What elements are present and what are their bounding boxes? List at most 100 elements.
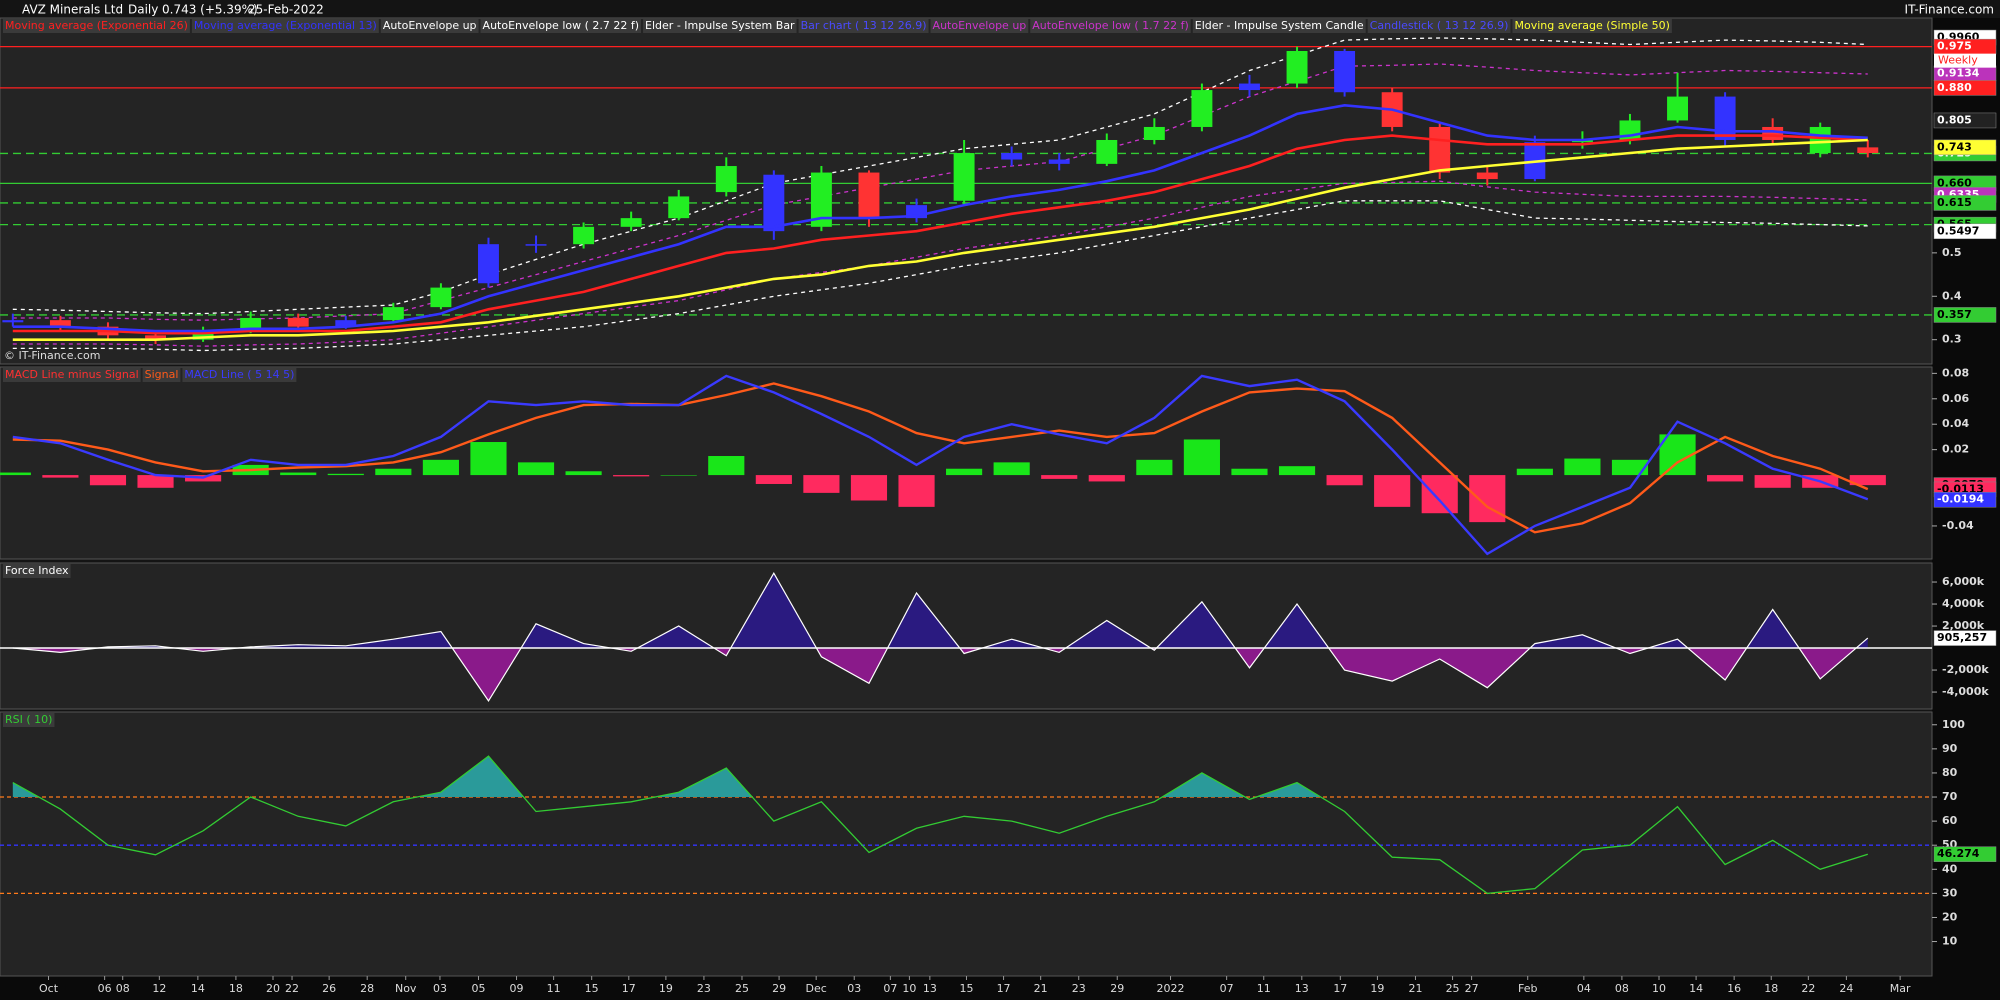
x-tick-label: 13 (923, 982, 937, 995)
price-marker-label: 0.975 (1937, 40, 1972, 53)
y-tick-label: 0.04 (1942, 417, 1969, 430)
price-marker-label: 0.805 (1937, 113, 1972, 126)
candle (715, 157, 737, 197)
candle-body (335, 320, 357, 327)
candle (1667, 72, 1689, 123)
plot-area (0, 571, 1932, 703)
legend-box (1367, 19, 1511, 33)
x-tick-label: 10 (902, 982, 916, 995)
legend-label: Elder - Impulse System Bar (645, 19, 795, 32)
legend-box (1192, 19, 1366, 33)
candle (668, 189, 690, 221)
histogram-bar (1231, 468, 1268, 476)
x-tick-label: 24 (1839, 982, 1853, 995)
plot-area (0, 755, 1932, 895)
x-tick-label: 19 (659, 982, 673, 995)
candle-body (525, 244, 547, 246)
candle-body (810, 172, 832, 227)
legend-label: AutoEnvelope up (383, 19, 477, 32)
y-tick-label: 70 (1942, 790, 1958, 803)
x-tick-label: 29 (1110, 982, 1124, 995)
histogram-bar (1088, 475, 1125, 482)
legend-label: AutoEnvelope up (933, 19, 1027, 32)
price-marker (1933, 846, 1997, 862)
candle (478, 237, 499, 288)
histogram-bar (660, 475, 697, 476)
x-tick-label: 19 (1370, 982, 1384, 995)
candle-body (858, 172, 880, 219)
legend-box (1512, 19, 1672, 33)
x-tick-label: 22 (1801, 982, 1815, 995)
candle-body (1429, 126, 1451, 173)
price-marker (1933, 630, 1997, 646)
y-tick-label: 0.02 (1942, 443, 1969, 456)
legend-box (930, 19, 1029, 33)
candle-body (1762, 126, 1784, 140)
x-tick-label: Oct (39, 982, 59, 995)
x-tick-label: 12 (152, 982, 166, 995)
candle (953, 139, 975, 206)
candle (1714, 92, 1736, 147)
y-tick-label: 0.06 (1942, 392, 1969, 405)
x-tick-label: 03 (847, 982, 861, 995)
x-tick-label: 09 (510, 982, 524, 995)
x-tick-label: 16 (1727, 982, 1741, 995)
histogram-bar (137, 475, 174, 488)
histogram-bar (1516, 468, 1553, 476)
envelope-line (12, 63, 1868, 321)
histogram-bar (898, 475, 935, 507)
histogram-bar (1611, 459, 1649, 476)
candle-body (1334, 50, 1356, 93)
panel-background (0, 562, 1933, 710)
legend-box (1030, 19, 1191, 33)
x-tick-label: 15 (959, 982, 973, 995)
plot-area (0, 37, 1932, 352)
quote: 0.743 (+5.39%) (162, 3, 258, 17)
x-tick-label: Mar (1890, 982, 1911, 995)
histogram-bar (1754, 475, 1791, 488)
x-tick-label: 2022 (1157, 982, 1185, 995)
x-tick-label: 14 (191, 982, 205, 995)
candle (525, 235, 547, 253)
x-tick-label: 23 (1072, 982, 1086, 995)
histogram-bar (755, 475, 792, 484)
histogram-bar (1326, 475, 1363, 486)
price-marker-label: 0.357 (1937, 308, 1972, 321)
x-tick-label: 11 (547, 982, 561, 995)
y-tick-label: 20 (1942, 910, 1958, 923)
candle (620, 211, 642, 232)
candle (1334, 48, 1356, 97)
x-tick-label: 03 (433, 982, 447, 995)
candle-body (1857, 147, 1879, 154)
candle-body (573, 226, 595, 245)
candle (1286, 46, 1308, 88)
x-tick-label: 10 (1652, 982, 1666, 995)
indicator-line (12, 382, 1869, 534)
candle (1239, 74, 1260, 97)
x-tick-label: 07 (1220, 982, 1234, 995)
histogram-bar (1136, 459, 1173, 476)
price-marker-label: 905,257 (1937, 631, 1987, 644)
candle-body (382, 307, 404, 321)
legend-label: Moving average (Exponential 26) (5, 19, 188, 32)
x-tick-label: 17 (622, 982, 636, 995)
y-tick-label: 60 (1942, 814, 1958, 827)
copyright: © IT-Finance.com (4, 349, 101, 362)
legend-label: Signal (145, 368, 179, 381)
x-tick-label: Dec (806, 982, 827, 995)
x-tick-label: 04 (1577, 982, 1591, 995)
candle-body (287, 317, 309, 327)
y-tick-label: 10 (1942, 935, 1958, 948)
candle-body (715, 166, 737, 193)
x-tick-label: Nov (395, 982, 417, 995)
x-tick-label: 08 (1615, 982, 1629, 995)
histogram-bar (375, 468, 412, 476)
histogram-bar (422, 459, 459, 476)
legend-box (798, 19, 929, 33)
histogram-bar (42, 475, 79, 478)
histogram-bar (327, 473, 364, 476)
candle (1191, 83, 1213, 132)
indicator-line (12, 374, 1869, 556)
note-box (1934, 53, 1996, 68)
